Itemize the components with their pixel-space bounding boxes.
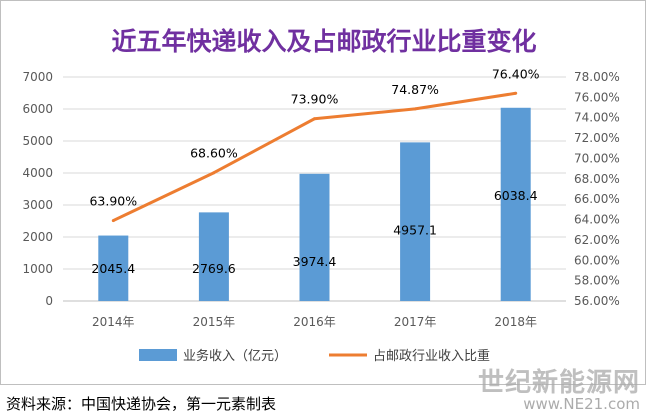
- legend-swatch-bar: [139, 349, 177, 361]
- y-right-tick-label: 76.00%: [574, 90, 620, 104]
- y-left-tick-label: 6000: [22, 102, 53, 116]
- chart-frame: 近五年快递收入及占邮政行业比重变化 0 1000 2000 3000 4000 5000 60…: [0, 0, 646, 385]
- x-tick-label: 2014年: [92, 315, 135, 329]
- source-note: 资料来源：中国快递协会，第一元素制表: [6, 395, 277, 413]
- x-tick-label: 2017年: [394, 315, 437, 329]
- legend-label: 业务收入（亿元）: [183, 348, 287, 364]
- bar-data-label: 4957.1: [393, 222, 437, 237]
- y-left-tick-label: 1000: [22, 262, 53, 276]
- y-right-tick-label: 58.00%: [574, 274, 620, 288]
- line-data-label: 76.40%: [492, 66, 540, 81]
- y-right-tick-label: 56.00%: [574, 294, 620, 308]
- line-point: [111, 219, 115, 223]
- y-right-tick-label: 64.00%: [574, 213, 620, 227]
- line-data-label: 68.60%: [190, 146, 238, 161]
- line-point: [212, 171, 216, 175]
- bar-data-label: 3974.4: [293, 254, 337, 269]
- line-data-label: 63.90%: [89, 194, 137, 209]
- chart-title: 近五年快递收入及占邮政行业比重变化: [111, 27, 536, 56]
- bar: [500, 107, 531, 301]
- watermark: 世纪新能源网 www.NE21.com: [420, 362, 640, 417]
- legend-label: 占邮政行业收入比重: [373, 348, 490, 364]
- y-right-tick-label: 68.00%: [574, 172, 620, 186]
- y-right-tick-label: 66.00%: [574, 192, 620, 206]
- chart: 近五年快递收入及占邮政行业比重变化 0 1000 2000 3000 4000 5000 60…: [22, 27, 620, 364]
- y-left-tick-label: 2000: [22, 230, 53, 244]
- y-right-tick-label: 70.00%: [574, 151, 620, 165]
- bar: [98, 235, 129, 301]
- y-right-tick-label: 78.00%: [574, 70, 620, 84]
- x-tick-label: 2016年: [293, 315, 336, 329]
- y-left-tick-label: 3000: [22, 198, 53, 212]
- y-right-tick-label: 62.00%: [574, 233, 620, 247]
- y-right-tick-label: 72.00%: [574, 131, 620, 145]
- line-data-label: 73.90%: [291, 92, 339, 107]
- bar-data-label: 2769.6: [192, 261, 236, 276]
- bar: [198, 212, 229, 301]
- line-point: [514, 91, 518, 95]
- x-tick-label: 2015年: [193, 315, 236, 329]
- watermark-text: 世纪新能源网: [477, 368, 640, 398]
- watermark-url: www.NE21.com: [523, 395, 640, 413]
- y-right-tick-label: 74.00%: [574, 111, 620, 125]
- y-left-tick-label: 4000: [22, 166, 53, 180]
- x-tick-label: 2018年: [494, 315, 537, 329]
- line-data-label: 74.87%: [391, 82, 439, 97]
- bar: [400, 142, 431, 301]
- bar-data-label: 2045.4: [91, 261, 135, 276]
- y-left-tick-label: 7000: [22, 70, 53, 84]
- y-left-tick-label: 0: [45, 294, 53, 308]
- line-point: [313, 117, 316, 121]
- y-right-tick-label: 60.00%: [574, 253, 620, 267]
- bar-data-label: 6038.4: [494, 188, 538, 203]
- bar: [299, 173, 330, 301]
- y-left-tick-label: 5000: [22, 134, 53, 148]
- line-point: [413, 107, 417, 111]
